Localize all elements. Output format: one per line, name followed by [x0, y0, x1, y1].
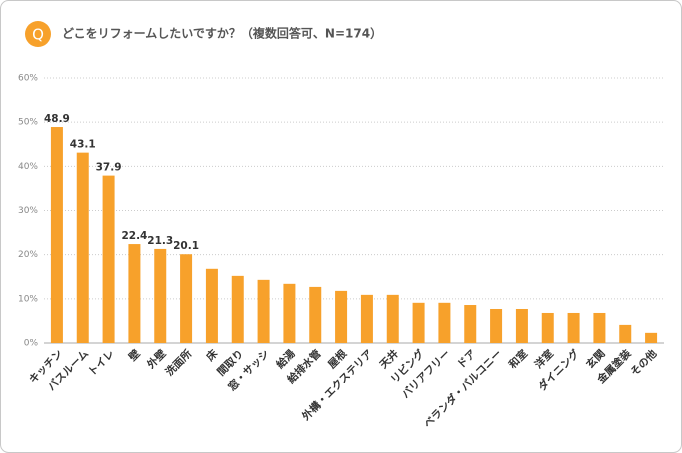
- bar: [490, 308, 503, 343]
- bar: [541, 312, 554, 343]
- bar: [619, 324, 632, 343]
- bar: [464, 305, 477, 343]
- y-tick-label: 30%: [18, 206, 38, 216]
- chart-title: どこをリフォームしたいですか？（複数回答可、N=174）: [62, 26, 382, 41]
- bar: [257, 279, 270, 343]
- badge: Q: [32, 26, 44, 44]
- bar: [438, 302, 451, 343]
- value-label: 21.3: [147, 235, 173, 247]
- bar: [154, 248, 167, 343]
- bar: [180, 254, 193, 343]
- value-label: 22.4: [121, 230, 147, 242]
- bar: [76, 152, 89, 343]
- bar: [412, 302, 425, 343]
- bar: [335, 290, 348, 343]
- bar: [386, 294, 399, 343]
- bar: [283, 283, 296, 343]
- bar: [128, 244, 141, 343]
- bar: [360, 294, 373, 343]
- y-tick-label: 40%: [18, 162, 38, 172]
- y-tick-label: 10%: [18, 294, 38, 304]
- bar: [50, 127, 63, 344]
- bar: [205, 268, 218, 343]
- value-label: 48.9: [44, 113, 70, 125]
- y-tick-label: 0%: [24, 339, 39, 349]
- bar: [515, 308, 528, 343]
- bar: [645, 332, 658, 343]
- bar: [567, 312, 580, 343]
- y-tick-label: 50%: [18, 118, 38, 128]
- bar: [102, 175, 115, 343]
- value-label: 37.9: [96, 162, 122, 174]
- bar: [593, 312, 606, 343]
- y-tick-label: 20%: [18, 250, 38, 260]
- value-label: 20.1: [173, 240, 199, 252]
- bar: [231, 275, 244, 343]
- y-tick-label: 60%: [18, 74, 38, 84]
- value-label: 43.1: [70, 139, 96, 151]
- badge-circle: [25, 21, 51, 47]
- bar: [309, 286, 322, 343]
